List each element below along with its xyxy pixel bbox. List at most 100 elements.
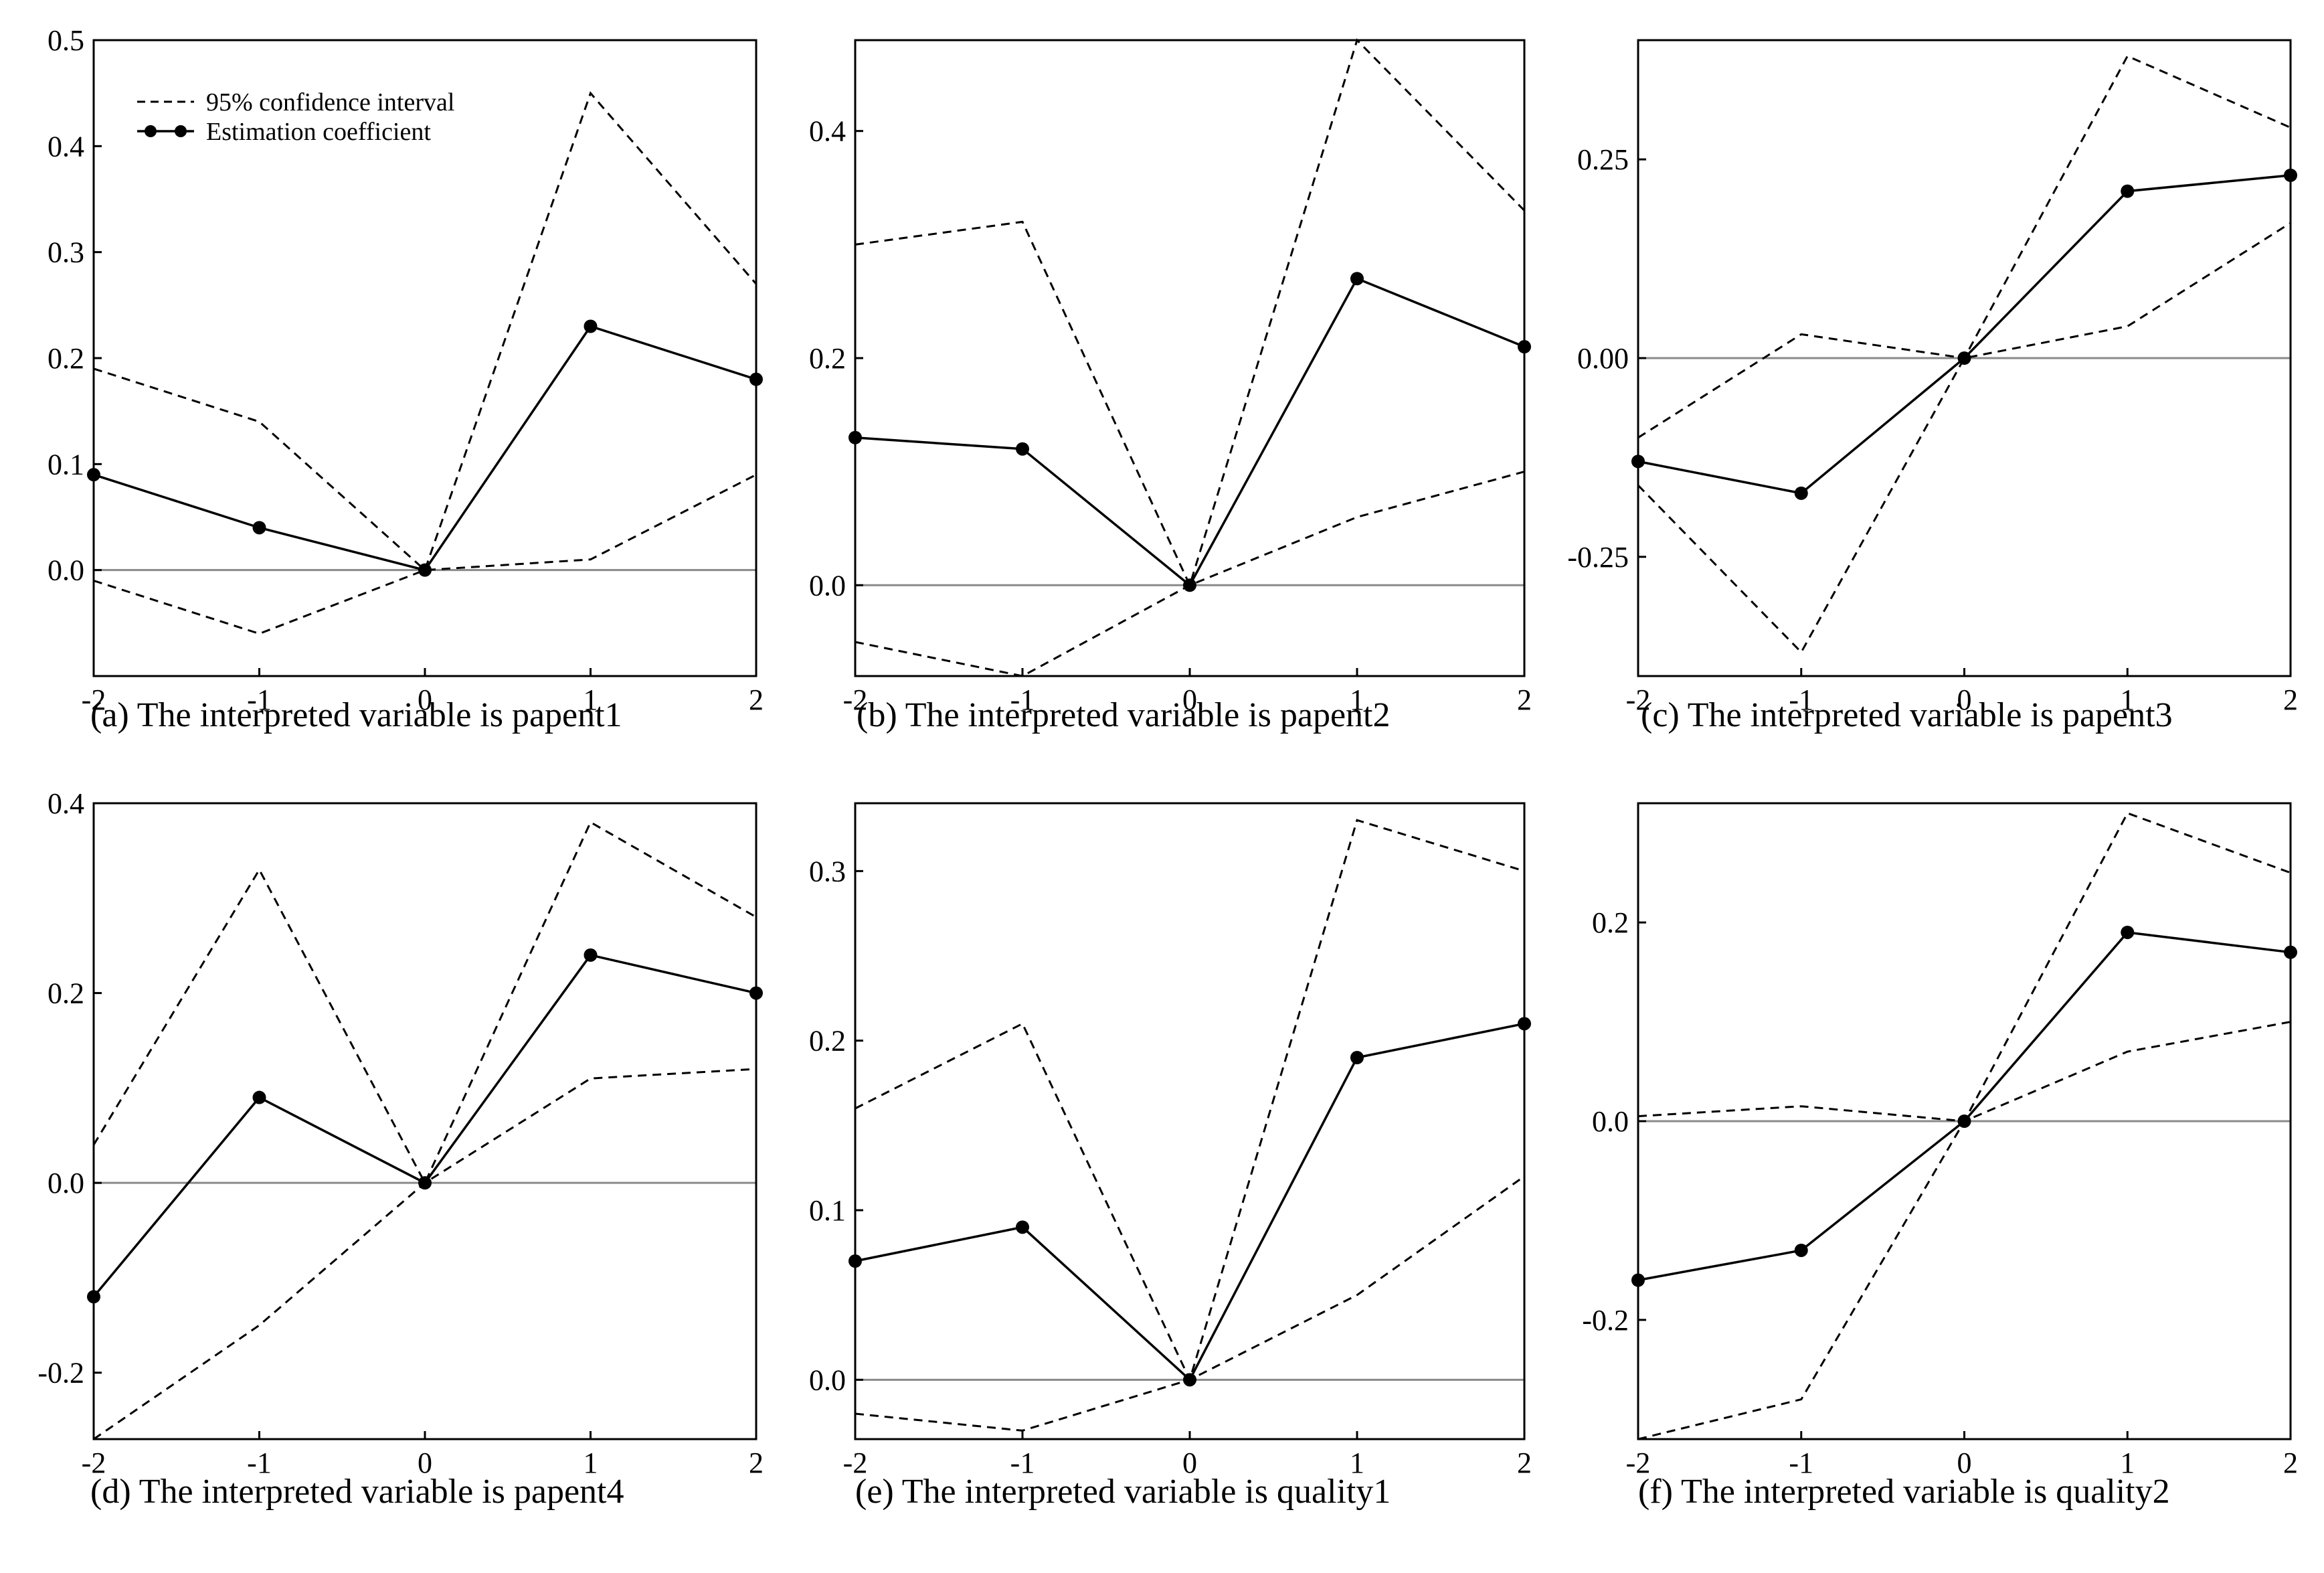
estimate-point	[1631, 1273, 1645, 1287]
y-tick-label: 0.4	[48, 130, 84, 163]
estimate-point	[584, 948, 598, 962]
y-tick-label: 0.00	[1577, 342, 1629, 375]
estimate-point	[87, 468, 100, 482]
panel-caption: (b) The interpreted variable is papent2	[857, 696, 1391, 734]
y-tick-label: 0.5	[48, 24, 84, 57]
x-tick-label: 0	[1957, 1446, 1972, 1479]
y-tick-label: -0.2	[37, 1357, 84, 1390]
y-tick-label: 0.2	[809, 342, 846, 375]
plot-frame	[92, 802, 757, 1440]
x-tick-label: 0	[418, 1446, 432, 1479]
estimate-point	[1518, 340, 1531, 354]
ci-lower-line	[855, 471, 1525, 677]
y-tick-label: 0.0	[48, 554, 84, 587]
ci-upper-line	[1637, 811, 2291, 1123]
x-tick-label: 2	[749, 1446, 764, 1479]
x-tick-label: -2	[843, 683, 868, 716]
estimate-point	[749, 372, 763, 386]
y-tick-label: 0.0	[809, 1363, 846, 1396]
estimate-point	[252, 521, 266, 535]
y-tick-label: 0.2	[48, 977, 84, 1010]
ci-lower-line	[93, 473, 757, 635]
estimate-point	[1518, 1017, 1531, 1031]
estimate-point	[848, 1254, 862, 1268]
y-tick-label: 0.2	[48, 342, 84, 375]
x-tick-label: 2	[1517, 683, 1532, 716]
x-tick-label: 0	[418, 683, 432, 716]
estimate-point	[2284, 168, 2297, 182]
legend-estimate-label: Estimation coefficient	[206, 118, 431, 146]
y-tick-label: 0.0	[1592, 1105, 1629, 1138]
y-tick-label: 0.1	[48, 448, 84, 481]
x-tick-label: 2	[2283, 683, 2298, 716]
plot-frame	[854, 802, 1526, 1440]
estimate-point	[1350, 272, 1364, 286]
chart-panel-1: 0.0 0.1 0.2 0.3 0.4 0.5 -2 -1 0 1 2 (a) The interpr…	[48, 24, 764, 734]
x-tick-label: -2	[82, 683, 106, 716]
estimate-point	[2284, 945, 2297, 959]
y-tick-label: 0.1	[809, 1194, 846, 1227]
legend-estimate-marker	[175, 125, 187, 137]
x-tick-label: 1	[584, 683, 598, 716]
ci-lower-line	[855, 1175, 1525, 1432]
panel-caption: (a) The interpreted variable is papent1	[90, 696, 622, 734]
y-tick-label: 0.0	[48, 1167, 84, 1199]
estimate-point	[1016, 442, 1029, 456]
estimate-line	[92, 953, 757, 1298]
chart-panel-4: -0.2 0.0 0.2 0.4 -2 -1 0 1 2 (d) The interpreted …	[37, 787, 764, 1511]
x-tick-label: -1	[1010, 1446, 1035, 1479]
estimate-line	[1637, 174, 2291, 495]
estimate-point	[1350, 1051, 1364, 1064]
x-tick-label: 2	[749, 683, 764, 716]
estimate-line	[93, 325, 757, 572]
panel-caption: (d) The interpreted variable is papent4	[90, 1473, 624, 1511]
y-tick-label: 0.2	[809, 1025, 846, 1058]
legend-ci-label: 95% confidence interval	[206, 88, 454, 116]
estimate-line	[855, 1022, 1525, 1382]
y-tick-label: -0.2	[1582, 1304, 1629, 1337]
estimate-point	[1794, 486, 1808, 500]
panel-caption: (e) The interpreted variable is quality1	[855, 1473, 1391, 1511]
chart-panel-6: -0.2 0.0 0.2 -2 -1 0 1 2 (f) The interpreted var…	[1582, 802, 2298, 1511]
x-tick-label: 1	[1350, 683, 1364, 716]
y-tick-label: 0.3	[48, 236, 84, 269]
chart-panel-2: 0.0 0.2 0.4 -2 -1 0 1 2 (b) The interpreted vari…	[809, 38, 1532, 734]
ci-upper-line	[855, 38, 1526, 588]
x-tick-label: 1	[584, 1446, 598, 1479]
x-tick-label: 1	[1350, 1446, 1364, 1479]
y-tick-label: -0.25	[1567, 541, 1629, 574]
estimate-point	[2121, 925, 2135, 939]
x-tick-label: 0	[1182, 683, 1197, 716]
estimate-point	[418, 563, 432, 577]
estimate-point	[1794, 1243, 1808, 1257]
x-tick-label: -1	[1789, 1446, 1813, 1479]
x-tick-label: -1	[1789, 683, 1813, 716]
x-tick-label: -1	[1010, 683, 1035, 716]
panel-caption: (f) The interpreted variable is quality2	[1638, 1473, 2170, 1511]
x-tick-label: -2	[1626, 683, 1651, 716]
x-tick-label: 0	[1957, 683, 1972, 716]
x-tick-label: -2	[82, 1446, 106, 1479]
estimate-point	[848, 430, 862, 444]
y-tick-label: 0.25	[1577, 143, 1629, 176]
x-tick-label: 1	[2120, 1446, 2135, 1479]
estimate-point	[1631, 454, 1645, 469]
x-tick-label: 2	[1517, 1446, 1532, 1479]
panel-caption: (c) The interpreted variable is papent3	[1641, 696, 2173, 734]
y-tick-label: 0.4	[809, 115, 846, 148]
estimate-line	[855, 276, 1525, 587]
estimate-line	[1637, 931, 2291, 1282]
estimate-point	[87, 1290, 100, 1304]
x-tick-label: -2	[1626, 1446, 1651, 1479]
estimate-point	[252, 1090, 266, 1104]
ci-upper-line	[855, 819, 1525, 1383]
legend-estimate-marker	[145, 125, 157, 137]
ci-upper-line	[92, 821, 757, 1185]
estimate-point	[584, 319, 598, 333]
x-tick-label: -1	[247, 683, 272, 716]
y-tick-label: 0.3	[809, 855, 846, 888]
estimate-point	[1016, 1220, 1029, 1234]
x-tick-label: 2	[2283, 1446, 2298, 1479]
x-tick-label: 1	[2120, 683, 2135, 716]
x-tick-label: -1	[247, 1446, 272, 1479]
